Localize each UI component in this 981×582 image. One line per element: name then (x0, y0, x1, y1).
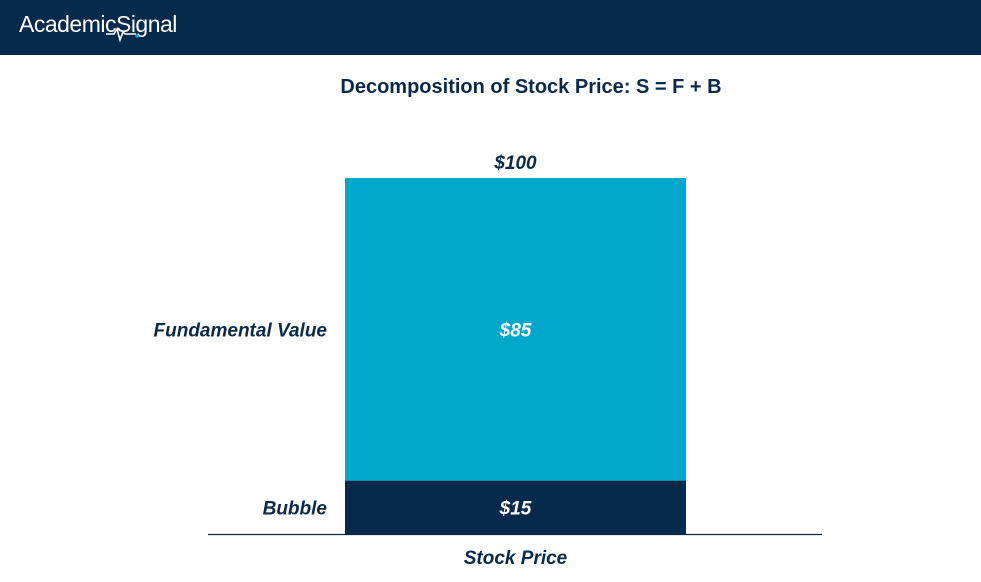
brand-logo: AcademicSignal (19, 11, 177, 37)
chart-title: Decomposition of Stock Price: S = F + B (340, 76, 722, 98)
category-label: Stock Price (464, 548, 568, 569)
fundamental-value-series-label: Fundamental Value (154, 320, 328, 341)
total-label: $100 (493, 153, 537, 174)
fundamental-value-data-label: $85 (499, 320, 532, 341)
bubble-data-label: $15 (499, 498, 532, 519)
bubble-series-label: Bubble (263, 498, 328, 519)
header-bar: AcademicSignal (0, 0, 981, 55)
heartbeat-wave-icon (106, 26, 139, 42)
fundamental-value-bar-segment (345, 178, 686, 481)
bubble-bar-segment (345, 480, 686, 534)
